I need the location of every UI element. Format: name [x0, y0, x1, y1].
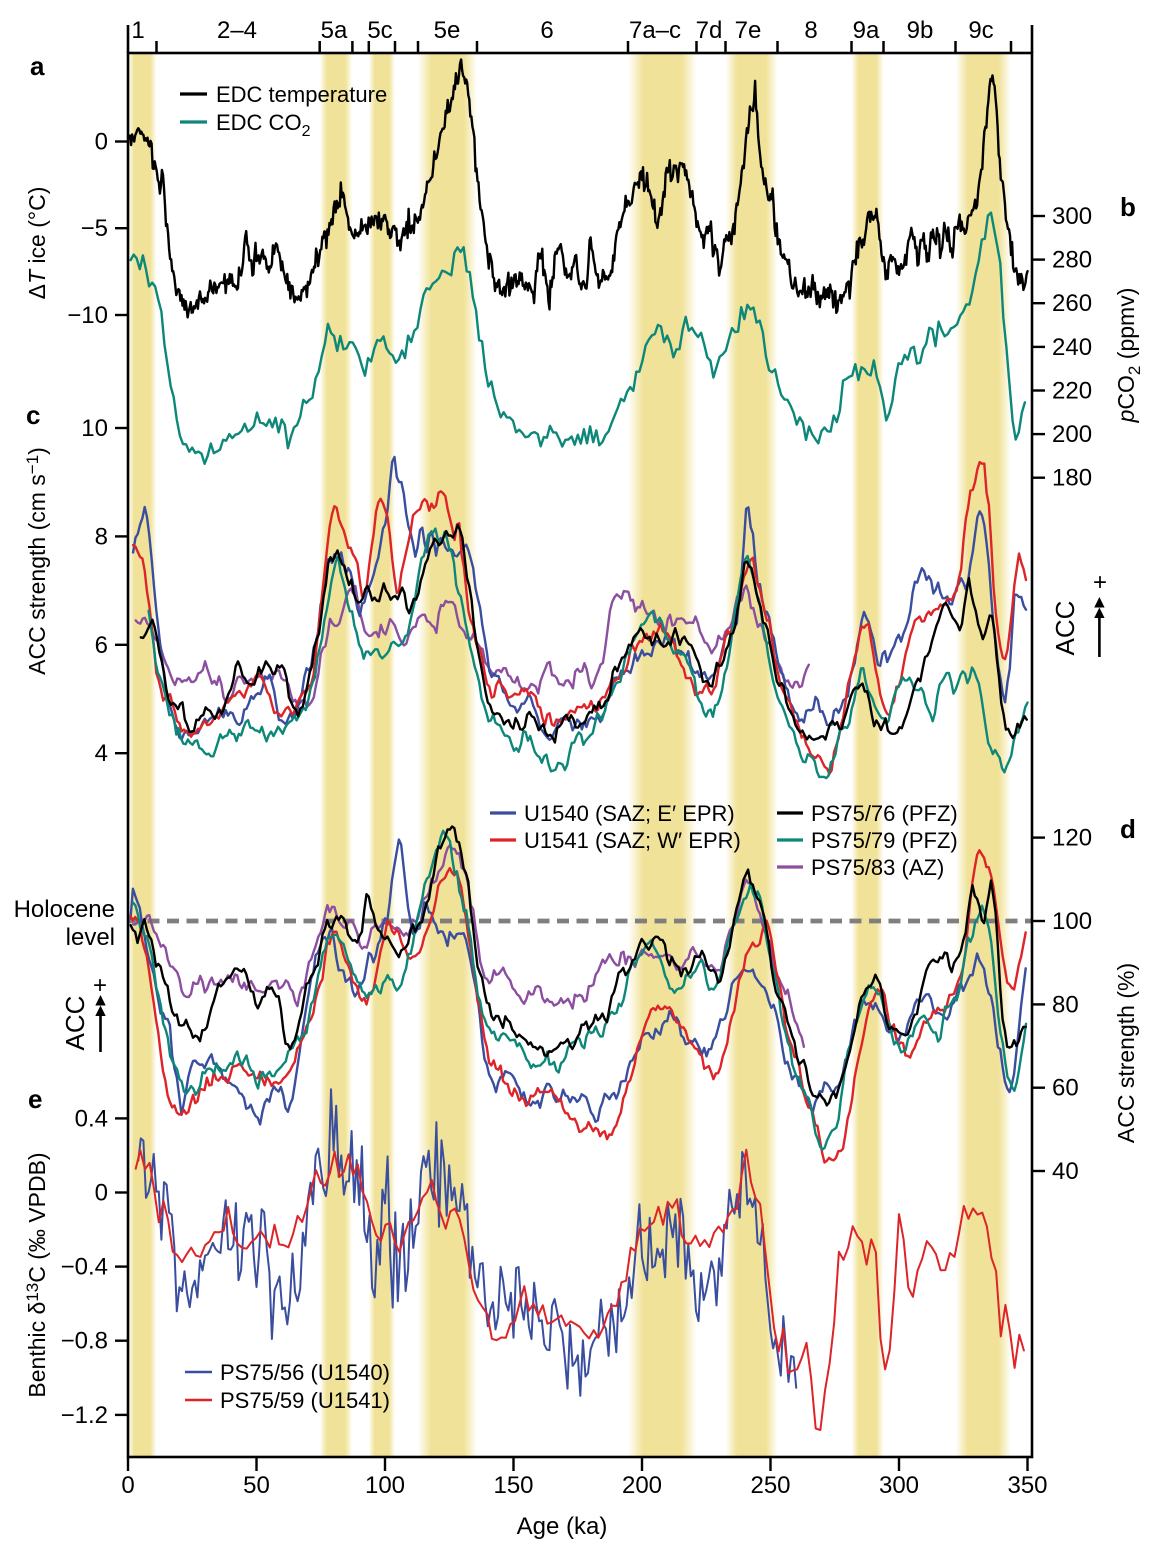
svg-text:9c: 9c	[968, 17, 993, 44]
svg-text:5e: 5e	[434, 17, 461, 44]
svg-text:0: 0	[121, 1472, 134, 1499]
svg-text:220: 220	[1052, 378, 1092, 405]
svg-text:0: 0	[95, 1180, 108, 1207]
svg-text:ΔT ice (°C): ΔT ice (°C)	[24, 187, 50, 300]
svg-text:1: 1	[131, 17, 144, 44]
svg-text:−1.2: −1.2	[61, 1402, 108, 1429]
svg-text:pCO2 (ppmv): pCO2 (ppmv)	[1113, 288, 1144, 424]
svg-text:PS75/83 (AZ): PS75/83 (AZ)	[811, 855, 944, 880]
svg-text:ACC: ACC	[1050, 601, 1080, 656]
svg-text:80: 80	[1052, 991, 1079, 1018]
svg-text:7d: 7d	[696, 17, 723, 44]
svg-text:280: 280	[1052, 247, 1092, 274]
svg-text:U1541 (SAZ; W′ EPR): U1541 (SAZ; W′ EPR)	[524, 828, 741, 853]
svg-text:ACC strength (%): ACC strength (%)	[1113, 963, 1139, 1143]
svg-text:Holocene: Holocene	[14, 896, 115, 923]
svg-text:120: 120	[1052, 825, 1092, 852]
svg-text:−0.4: −0.4	[61, 1254, 108, 1281]
svg-text:ACC: ACC	[60, 996, 90, 1051]
svg-text:−10: −10	[67, 302, 108, 329]
svg-text:60: 60	[1052, 1075, 1079, 1102]
svg-text:300: 300	[879, 1472, 919, 1499]
svg-text:9a: 9a	[853, 17, 880, 44]
svg-text:40: 40	[1052, 1158, 1079, 1185]
svg-text:4: 4	[95, 740, 108, 767]
svg-text:10: 10	[81, 415, 108, 442]
svg-text:200: 200	[622, 1472, 662, 1499]
svg-text:PS75/56 (U1540): PS75/56 (U1540)	[220, 1360, 390, 1385]
svg-text:5c: 5c	[367, 17, 392, 44]
svg-text:0: 0	[95, 129, 108, 156]
svg-text:−0.8: −0.8	[61, 1328, 108, 1355]
svg-text:50: 50	[243, 1472, 270, 1499]
svg-text:Age (ka): Age (ka)	[517, 1513, 608, 1540]
svg-text:150: 150	[493, 1472, 533, 1499]
svg-text:8: 8	[95, 523, 108, 550]
svg-text:250: 250	[750, 1472, 790, 1499]
svg-text:U1540 (SAZ; E′ EPR): U1540 (SAZ; E′ EPR)	[524, 801, 735, 826]
svg-text:180: 180	[1052, 465, 1092, 492]
svg-text:d: d	[1120, 814, 1136, 844]
svg-text:0.4: 0.4	[75, 1105, 108, 1132]
svg-text:level: level	[66, 924, 115, 951]
svg-text:EDC temperature: EDC temperature	[216, 82, 387, 107]
svg-text:200: 200	[1052, 421, 1092, 448]
svg-text:100: 100	[1052, 908, 1092, 935]
svg-text:2–4: 2–4	[217, 17, 257, 44]
svg-text:−5: −5	[81, 215, 108, 242]
svg-text:7e: 7e	[735, 17, 762, 44]
svg-text:PS75/76 (PFZ): PS75/76 (PFZ)	[811, 801, 958, 826]
svg-text:100: 100	[365, 1472, 405, 1499]
svg-text:PS75/79 (PFZ): PS75/79 (PFZ)	[811, 828, 958, 853]
svg-text:PS75/59 (U1541): PS75/59 (U1541)	[220, 1388, 390, 1413]
svg-text:6: 6	[95, 632, 108, 659]
svg-text:e: e	[28, 1084, 42, 1114]
svg-text:Benthic δ13C (‰ VPDB): Benthic δ13C (‰ VPDB)	[23, 1152, 50, 1397]
svg-text:a: a	[30, 51, 45, 81]
svg-text:+: +	[1093, 569, 1107, 596]
svg-text:5a: 5a	[321, 17, 348, 44]
svg-text:6: 6	[540, 17, 553, 44]
svg-text:240: 240	[1052, 334, 1092, 361]
svg-text:+: +	[93, 972, 107, 999]
svg-text:ACC strength (cm s−1): ACC strength (cm s−1)	[23, 447, 50, 675]
svg-text:7a–c: 7a–c	[629, 17, 681, 44]
svg-text:c: c	[26, 400, 40, 430]
svg-text:350: 350	[1007, 1472, 1047, 1499]
svg-text:260: 260	[1052, 290, 1092, 317]
svg-text:8: 8	[804, 17, 817, 44]
svg-text:9b: 9b	[907, 17, 934, 44]
svg-text:b: b	[1120, 192, 1136, 222]
svg-text:300: 300	[1052, 203, 1092, 230]
